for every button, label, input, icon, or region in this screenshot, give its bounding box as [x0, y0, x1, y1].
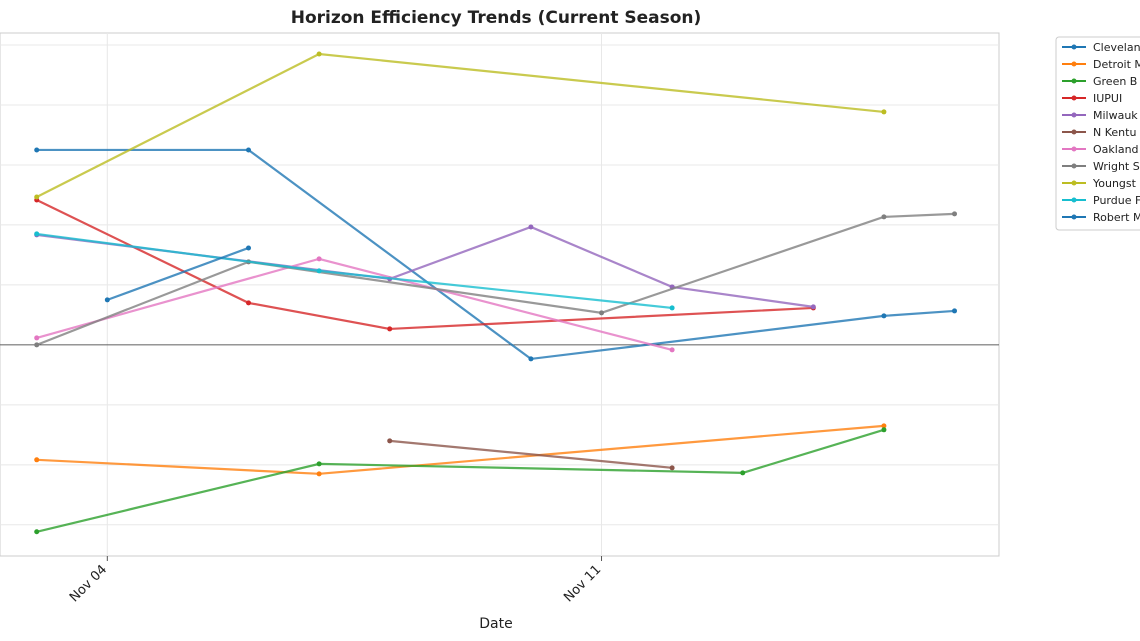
legend-label: Wright S: [1093, 160, 1140, 173]
data-point: [599, 310, 605, 316]
data-point: [387, 438, 393, 444]
legend-marker: [1071, 214, 1077, 220]
legend-marker: [1071, 61, 1077, 67]
legend-label: Detroit M: [1093, 58, 1140, 71]
legend-label: Clevelan: [1093, 41, 1140, 54]
data-point: [316, 268, 322, 274]
legend-label: Youngst: [1092, 177, 1137, 190]
data-point: [881, 214, 887, 220]
chart-title: Horizon Efficiency Trends (Current Seaso…: [291, 8, 702, 28]
legend-marker: [1071, 180, 1077, 186]
data-point: [881, 109, 887, 115]
data-point: [34, 231, 40, 237]
x-axis-label: Date: [479, 616, 512, 632]
data-point: [34, 529, 40, 535]
series-line: [389, 439, 673, 469]
data-point: [316, 256, 322, 262]
data-point: [34, 342, 40, 348]
legend-label: N Kentu: [1093, 126, 1136, 139]
legend-label: Oakland: [1093, 143, 1139, 156]
data-point: [810, 304, 816, 310]
legend-label: Green B: [1093, 75, 1137, 88]
data-point: [952, 211, 958, 217]
legend-label: Purdue F: [1093, 194, 1140, 207]
series-line: [36, 198, 814, 331]
legend-marker: [1071, 163, 1077, 169]
legend-marker: [1071, 197, 1077, 203]
legend-label: IUPUI: [1093, 92, 1122, 105]
data-point: [246, 245, 252, 251]
x-tick-label: Nov 11: [561, 562, 604, 605]
data-point: [881, 313, 887, 319]
legend-label: Milwauk: [1093, 109, 1138, 122]
data-point: [246, 300, 252, 306]
data-point: [669, 305, 675, 311]
legend-marker: [1071, 78, 1077, 84]
data-point: [34, 335, 40, 341]
data-point: [740, 470, 746, 476]
data-point: [881, 427, 887, 433]
plot-area: [0, 32, 1000, 557]
data-point: [34, 194, 40, 200]
data-point: [316, 461, 322, 467]
data-point: [246, 147, 252, 153]
data-point: [528, 356, 534, 362]
data-point: [952, 308, 958, 314]
legend-marker: [1071, 129, 1077, 135]
legend-marker: [1071, 112, 1077, 118]
data-point: [528, 224, 534, 230]
data-point: [669, 465, 675, 471]
series-line: [106, 246, 249, 301]
x-tick-label: Nov 04: [67, 562, 110, 605]
data-point: [104, 297, 110, 303]
data-point: [316, 471, 322, 477]
legend-marker: [1071, 95, 1077, 101]
legend-label: Robert M: [1093, 211, 1140, 224]
legend-marker: [1071, 146, 1077, 152]
data-point: [387, 326, 393, 332]
data-point: [34, 147, 40, 153]
data-point: [34, 457, 40, 463]
legend-marker: [1071, 44, 1077, 50]
data-point: [316, 51, 322, 57]
data-point: [881, 423, 887, 429]
legend-box: [1055, 36, 1140, 231]
data-point: [669, 347, 675, 353]
series-line: [36, 428, 885, 533]
